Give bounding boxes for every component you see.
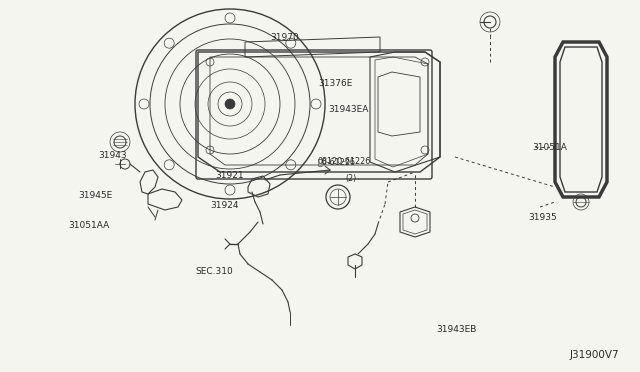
Text: 08120-61226: 08120-61226 bbox=[318, 157, 371, 167]
Text: 31924: 31924 bbox=[210, 201, 239, 209]
Text: 31921: 31921 bbox=[215, 170, 244, 180]
Text: 31943: 31943 bbox=[98, 151, 127, 160]
Text: 31935: 31935 bbox=[528, 214, 557, 222]
Text: (2): (2) bbox=[345, 173, 356, 183]
Text: 31943EA: 31943EA bbox=[328, 106, 369, 115]
Text: J31900V7: J31900V7 bbox=[570, 350, 620, 360]
Text: 31943EB: 31943EB bbox=[436, 326, 476, 334]
Text: 31051AA: 31051AA bbox=[68, 221, 109, 230]
Text: 31051A: 31051A bbox=[532, 144, 567, 153]
Text: ࠒ0-61226: ࠒ0-61226 bbox=[318, 157, 356, 167]
Text: 31970: 31970 bbox=[271, 33, 300, 42]
Text: 31376E: 31376E bbox=[318, 78, 353, 87]
Text: 31945E: 31945E bbox=[78, 190, 112, 199]
Circle shape bbox=[225, 99, 235, 109]
Text: SEC.310: SEC.310 bbox=[195, 267, 233, 276]
